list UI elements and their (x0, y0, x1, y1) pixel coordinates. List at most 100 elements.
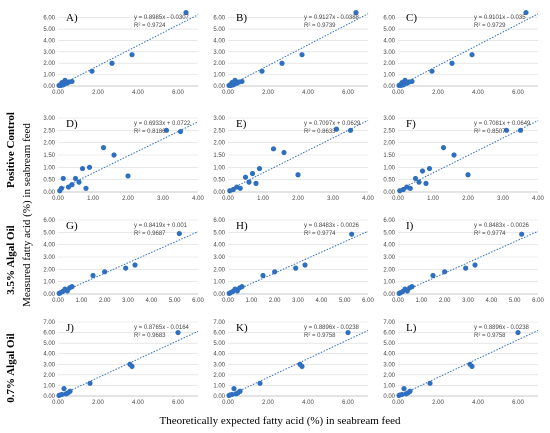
y-tick-label: 0.00 (383, 84, 395, 90)
data-point (231, 386, 237, 392)
x-tick-label: 4.00 (472, 400, 484, 406)
data-point (176, 230, 182, 237)
x-tick-label: 0.00 (392, 90, 404, 96)
data-point (242, 174, 249, 180)
data-point (442, 269, 448, 275)
y-tick-label: 0.00 (43, 292, 55, 298)
y-tick-label: 1.00 (213, 383, 225, 389)
x-tick-label: 4.00 (132, 400, 144, 406)
y-tick-label: 0.00 (383, 190, 395, 196)
data-point (100, 145, 107, 151)
y-tick-label: 0.00 (213, 394, 225, 400)
data-point (407, 185, 413, 191)
y-tick-label: 1.00 (383, 383, 395, 389)
panel-h: 0.00 1.00 2.00 3.00 4.00 5.00 6.00 0.00 1.00 2.00… (213, 218, 374, 304)
y-tick-label: 0.00 (383, 292, 395, 298)
data-point (412, 175, 419, 182)
x-tick-label: 3.00 (292, 298, 304, 304)
x-tick-label: 1.00 (427, 196, 439, 202)
y-tick-label: 3.00 (213, 362, 225, 368)
x-tick-label: 6.00 (342, 90, 354, 96)
data-point (109, 60, 115, 66)
x-tick-label: 2.00 (122, 196, 134, 202)
data-point (239, 284, 245, 290)
x-tick-label: 4.00 (192, 196, 204, 202)
x-tick-label: 6.00 (362, 298, 374, 304)
x-tick-label: 3.00 (462, 298, 474, 304)
data-point (349, 231, 355, 237)
data-point (237, 185, 243, 191)
y-tick-label: 3.00 (383, 116, 395, 122)
data-point (175, 329, 181, 336)
y-tick-label: 2.00 (43, 141, 55, 147)
x-tick-label: 2.00 (432, 400, 444, 406)
y-tick-label: 3.00 (43, 362, 55, 368)
data-point (517, 127, 524, 133)
panel-label: H) (236, 220, 248, 232)
data-point (281, 149, 287, 156)
y-tick-label: 3.00 (383, 50, 395, 56)
data-point (515, 329, 521, 336)
y-tick-label: 6.00 (43, 331, 55, 337)
r-squared-value: R² = 0.9774 (304, 231, 336, 237)
data-point (86, 164, 93, 170)
y-tick-label: 1.00 (383, 280, 395, 286)
panel-d: 0.00 0.50 1.00 1.50 2.00 2.50 3.00 0.00 1.00 2.00… (43, 116, 204, 202)
data-point (60, 175, 66, 182)
x-tick-label: 4.00 (302, 90, 314, 96)
r-squared-value: R² = 0.9758 (304, 333, 336, 339)
data-point (519, 231, 525, 237)
data-point (353, 9, 359, 16)
y-tick-label: 2.00 (213, 373, 225, 379)
y-tick-label: 6.00 (383, 218, 395, 224)
y-tick-label: 3.00 (43, 50, 55, 56)
x-tick-label: 6.00 (512, 400, 524, 406)
x-tick-label: 0.00 (222, 196, 234, 202)
data-point (69, 78, 75, 85)
y-tick-label: 0.00 (43, 394, 55, 400)
y-tick-label: 0.50 (43, 178, 55, 184)
y-tick-label: 1.00 (383, 165, 395, 171)
x-tick-label: 1.00 (75, 298, 87, 304)
y-tick-label: 2.00 (213, 267, 225, 273)
x-tick-label: 3.00 (157, 196, 169, 202)
panel-label: D) (66, 118, 78, 130)
data-point (333, 126, 340, 132)
data-point (469, 52, 475, 58)
data-point (59, 391, 65, 398)
data-point (67, 388, 73, 394)
x-tick-label: 2.00 (439, 298, 451, 304)
y-tick-label: 1.00 (383, 73, 395, 79)
data-point (299, 363, 305, 369)
data-point (347, 127, 354, 133)
y-tick-label: 2.50 (383, 128, 395, 134)
data-point (132, 262, 138, 268)
y-tick-label: 4.00 (213, 243, 225, 249)
data-point (259, 68, 265, 74)
data-point (295, 172, 301, 178)
x-tick-label: 2.00 (462, 196, 474, 202)
data-point (111, 152, 117, 158)
data-point (69, 182, 75, 188)
y-tick-label: 4.00 (383, 38, 395, 44)
y-tick-label: 1.50 (383, 153, 395, 159)
x-tick-label: 2.00 (92, 400, 104, 406)
data-point (401, 386, 407, 392)
data-point (426, 165, 433, 172)
x-tick-label: 1.00 (415, 298, 427, 304)
data-point (249, 170, 256, 177)
trendline (58, 14, 199, 87)
data-point (523, 9, 529, 16)
x-tick-label: 4.00 (302, 400, 314, 406)
y-tick-label: 5.00 (213, 230, 225, 236)
data-point (427, 380, 433, 386)
data-point (61, 386, 67, 392)
data-point (279, 60, 285, 66)
data-point (177, 128, 184, 135)
x-tick-label: 4.00 (315, 298, 327, 304)
data-point (472, 262, 478, 268)
regression-equation: y = 0.7097x + 0.0629 (304, 121, 361, 127)
y-tick-label: 6.00 (383, 16, 395, 22)
y-tick-label: 2.50 (43, 128, 55, 134)
